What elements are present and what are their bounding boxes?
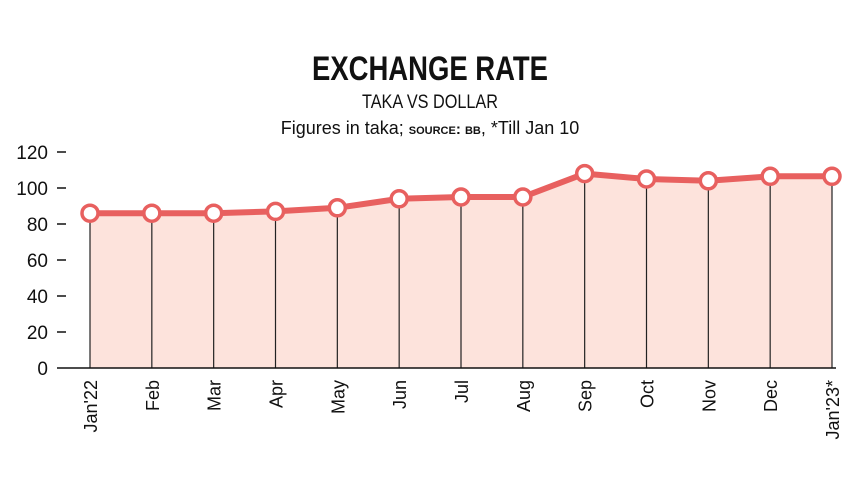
point [698,171,719,191]
point [142,203,162,223]
y-tick-label: 100 [16,179,48,200]
x-tick-label: Jun [390,380,410,409]
y-tick-label: 20 [27,323,48,344]
point [203,203,224,223]
chart-note: Figures in taka; source: bb, *Till Jan 1… [281,118,580,138]
point [574,163,595,184]
note-text: Figures in taka; [281,118,409,138]
point [389,189,409,209]
x-tick-label: Oct [638,380,658,408]
x-tick-label: Apr [267,380,287,408]
x-tick-label: Aug [514,380,534,412]
point [265,201,286,222]
x-tick-label: Jan'22 [81,380,101,432]
note-source: source: bb [409,121,481,138]
x-tick-label: Jan'23* [823,380,843,439]
point [327,198,348,218]
chart-title: EXCHANGE RATE [312,50,548,88]
x-tick-label: Dec [761,380,781,412]
x-tick-label: Feb [143,380,163,411]
point [80,203,100,223]
point [451,187,471,207]
y-tick-label: 0 [37,359,48,380]
note-text: , *Till Jan 10 [481,118,579,138]
x-tick-label: Mar [205,380,225,411]
point [822,166,842,187]
point [760,166,780,187]
chart-subtitle: TAKA VS DOLLAR [362,92,498,113]
x-tick-label: Sep [576,380,596,412]
y-tick-label: 80 [27,215,48,236]
y-tick-label: 60 [27,251,48,272]
x-tick-label: Jul [452,380,472,403]
point [636,169,657,189]
x-tick-label: May [328,380,348,414]
y-tick-label: 120 [16,143,48,164]
y-tick-label: 40 [27,287,48,308]
x-tick-label: Nov [699,380,719,412]
point [513,187,533,207]
